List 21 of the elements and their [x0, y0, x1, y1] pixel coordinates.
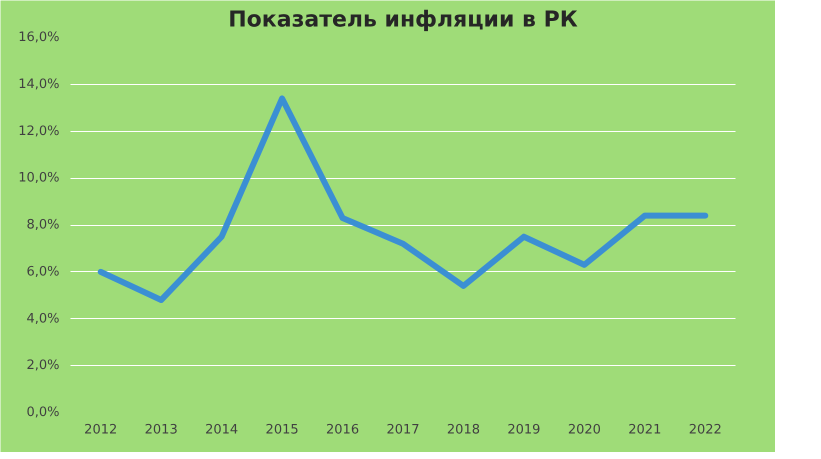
x-tick-label: 2020: [568, 422, 601, 438]
x-tick-label: 2016: [326, 422, 360, 438]
y-tick-label: 12,0%: [18, 124, 60, 139]
y-tick-label: 0,0%: [26, 405, 60, 420]
x-tick-label: 2014: [205, 422, 238, 438]
y-tick-label: 16,0%: [18, 30, 60, 45]
y-tick-label: 14,0%: [18, 76, 60, 92]
x-tick-label: 2018: [446, 422, 480, 438]
y-tick-label: 4,0%: [26, 311, 60, 326]
x-tick-label: 2017: [386, 422, 420, 438]
y-tick-label: 8,0%: [26, 218, 60, 232]
x-tick-label: 2012: [84, 422, 118, 438]
y-tick-label: 10,0%: [18, 170, 60, 186]
chart-title: Показатель инфляции в РК: [228, 8, 578, 32]
y-tick-label: 6,0%: [26, 264, 60, 280]
x-tick-label: 2022: [688, 422, 722, 438]
x-tick-label: 2021: [628, 422, 662, 438]
x-tick-label: 2015: [266, 422, 299, 438]
y-tick-label: 2,0%: [26, 358, 60, 374]
x-tick-label: 2013: [144, 422, 178, 438]
x-tick-label: 2019: [507, 422, 540, 438]
